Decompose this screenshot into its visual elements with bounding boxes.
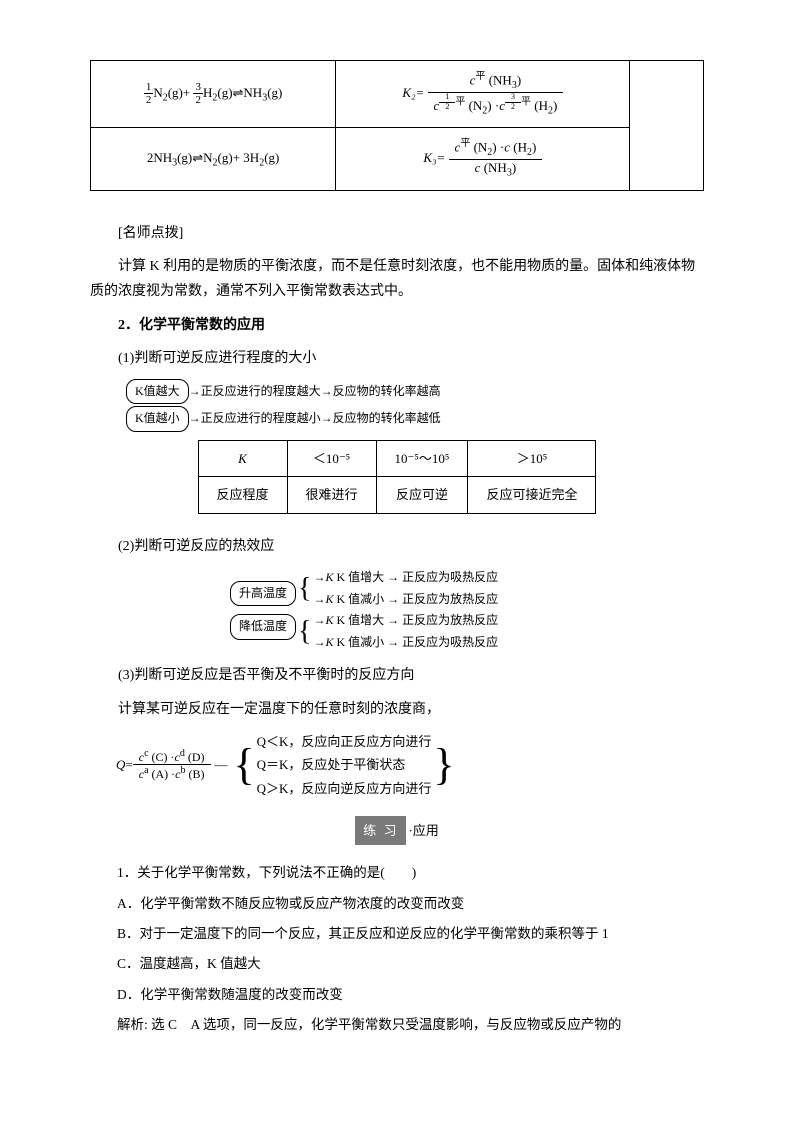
s1-heading: (1)判断可逆反应进行程度的大小 <box>90 346 704 371</box>
inner-h4: ＞10⁵ <box>468 441 596 477</box>
practice-text: ·应用 <box>408 823 438 838</box>
q-equation-block: Q= cc (C) ·cd (D) ca (A) ·cb (B) — { Q＜K… <box>116 730 704 800</box>
practice-bar: 练 习·应用 <box>90 816 704 845</box>
flow-diagram-1: K值越大→正反应进行的程度越大→反应物的转化率越高 K值越小→正反应进行的程度越… <box>126 379 704 432</box>
section2-title: 2．化学平衡常数的应用 <box>90 313 704 338</box>
option-a: A．化学平衡常数不随反应物或反应产物浓度的改变而改变 <box>90 892 704 916</box>
option-b: B．对于一定温度下的同一个反应，其正反应和逆反应的化学平衡常数的乘积等于 1 <box>90 922 704 946</box>
eq-row1-k: K₂= c平 (NH3) c12平 (N2) ·c32平 (H2) <box>336 61 630 128</box>
inner-h1: K <box>198 441 287 477</box>
eq-row1-reaction: 12N2(g)+ 32H2(g)⇌NH3(g) <box>91 61 336 128</box>
inner-r2: 很难进行 <box>287 477 376 513</box>
s3-line: 计算某可逆反应在一定温度下的任意时刻的浓度商， <box>90 697 704 722</box>
question-1: 1．关于化学平衡常数，下列说法不正确的是( ) <box>90 861 704 885</box>
eq-row2-reaction: 2NH3(g)⇌N2(g)+ 3H2(g) <box>91 128 336 191</box>
inner-h3: 10⁻⁵～10⁵ <box>376 441 468 477</box>
inner-r1: 反应程度 <box>198 477 287 513</box>
eq-row2-k: K₃= c平 (N2) ·c (H2) c (NH3) <box>336 128 630 191</box>
inner-r4: 反应可接近完全 <box>468 477 596 513</box>
option-d: D．化学平衡常数随温度的改变而改变 <box>90 983 704 1007</box>
tip-body: 计算 K 利用的是物质的平衡浓度，而不是任意时刻浓度，也不能用物质的量。固体和纯… <box>90 254 704 304</box>
s3-heading: (3)判断可逆反应是否平衡及不平衡时的反应方向 <box>90 663 704 688</box>
thermo-diagram: 升高温度 降低温度 { →K K 值增大 → 正反应为吸热反应 →K K 值减小… <box>230 567 704 653</box>
eq-blank-col <box>630 61 704 191</box>
tip-header: [名师点拨] <box>90 221 704 246</box>
practice-badge: 练 习 <box>355 816 406 845</box>
s2-heading: (2)判断可逆反应的热效应 <box>90 534 704 559</box>
k-degree-table: K ＜10⁻⁵ 10⁻⁵～10⁵ ＞10⁵ 反应程度 很难进行 反应可逆 反应可… <box>198 440 597 514</box>
inner-h2: ＜10⁻⁵ <box>287 441 376 477</box>
equilibrium-equation-table: 12N2(g)+ 32H2(g)⇌NH3(g) K₂= c平 (NH3) c12… <box>90 60 704 191</box>
option-c: C．温度越高，K 值越大 <box>90 952 704 976</box>
answer-analysis: 解析: 选 C A 选项，同一反应，化学平衡常数只受温度影响，与反应物或反应产物… <box>90 1013 704 1037</box>
inner-r3: 反应可逆 <box>376 477 468 513</box>
